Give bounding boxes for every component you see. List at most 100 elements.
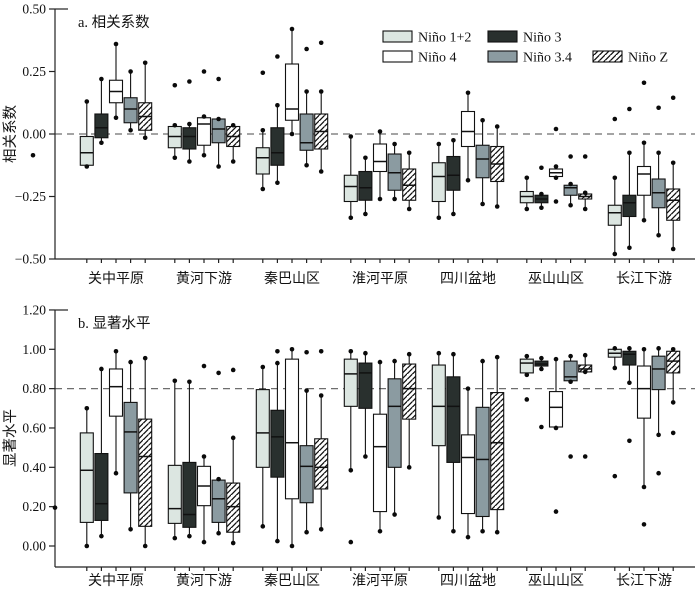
whisker-end-dot [260,524,266,529]
box [79,135,94,166]
whisker-end-dot [539,205,544,211]
whisker-end-dot [656,432,661,438]
series-nino3 [94,346,637,544]
stray-dot [52,505,58,510]
panel-a: 0.50 0.25 0.00 −0.25 −0.50 关中平原 黄河下游 秦巴山区 淮河平原 四川… [2,2,695,287]
legend-swatch-nino4 [382,50,413,63]
whisker-end-dot [582,369,588,375]
whisker-end-dot [260,186,266,192]
outlier-dot [641,522,647,527]
whisker-end-dot [187,379,192,385]
whisker-end-dot [568,181,573,187]
box [123,97,138,124]
box [475,144,490,179]
outlier-dot [318,40,324,46]
legend-label: Niño Z [628,51,668,66]
whisker-end-dot [304,529,309,535]
whisker-end-dot [172,122,178,128]
series-nino3 [94,54,637,251]
outlier-dot [216,76,221,82]
whisker-end-dot [289,131,295,137]
series-nino4 [108,26,652,223]
outlier-dot [627,106,632,112]
whisker-end-dot [612,365,618,371]
box [548,391,564,428]
whisker-end-dot [84,543,90,549]
box [138,418,153,527]
whisker-end-dot [480,358,485,364]
category-label: 四川盆地 [440,271,496,287]
whisker-end-dot [524,206,530,212]
whisker-end-dot [392,141,397,147]
whisker-end-dot [494,204,500,209]
whisker-end-dot [348,134,354,139]
y-tick-label: 0.80 [22,381,46,396]
outlier-dot [568,154,573,159]
series-nino34 [123,46,666,238]
whisker-end-dot [451,528,456,534]
outlier-dot [670,95,676,101]
whisker-end-dot [406,351,412,357]
legend-item-nino12: Niño 1+2 [382,30,471,46]
series-nino12 [79,346,622,549]
whisker-end-dot [230,540,236,546]
y-tick-label: 1.20 [22,302,46,317]
whisker-end-dot [172,155,178,161]
whisker-end-dot [142,543,148,549]
whisker-end-dot [128,359,133,365]
series-nino34 [123,346,666,536]
panel-title: b. 显著水平 [78,315,151,332]
box [431,364,446,447]
outlier-dot [230,367,236,373]
whisker-end-dot [553,356,559,362]
category-label: 秦巴山区 [264,271,320,287]
outlier-dot [304,46,309,52]
box [123,401,138,494]
box [519,358,534,374]
box [387,378,402,468]
whisker-end-dot [377,528,383,534]
outlier-dot [627,438,632,444]
whisker-end-dot [480,117,485,123]
series-nino12 [79,70,622,257]
whisker-end-dot [451,211,456,217]
outlier-dot [656,470,661,476]
legend-label: Niño 3.4 [523,51,572,66]
box [358,362,373,409]
category-label: 关中平原 [88,573,144,589]
whisker-end-dot [216,530,221,536]
whisker-end-dot [260,127,266,133]
whisker-end-dot [348,215,354,221]
outlier-dot [201,69,207,74]
whisker-end-dot [377,129,383,134]
whisker-end-dot [377,196,383,202]
whisker-end-dot [289,347,295,352]
y-tick-label: −0.50 [15,252,46,267]
whisker-end-dot [348,467,354,473]
whisker-end-dot [201,114,207,119]
box [284,63,300,121]
box [94,453,109,521]
whisker-end-dot [99,140,104,146]
whisker-end-dot [304,89,309,94]
whisker-end-dot [451,351,456,357]
whisker-end-dot [142,355,148,361]
whisker-end-dot [568,379,573,385]
outlier-dot [553,126,559,132]
whisker-end-dot [582,206,588,212]
series-ninoZ [138,347,681,549]
box [563,184,578,196]
series-ninoZ [138,40,681,252]
category-label: 长江下游 [616,271,672,287]
whisker-end-dot [436,141,442,147]
box [167,464,182,524]
box [343,358,358,407]
whisker-end-dot [304,388,309,393]
box [255,389,270,468]
whisker-end-dot [612,175,618,181]
box [636,165,652,196]
whisker-end-dot [275,180,280,186]
whisker-end-dot [612,346,618,351]
category-label: 关中平原 [88,271,144,287]
whisker-end-dot [172,535,178,541]
